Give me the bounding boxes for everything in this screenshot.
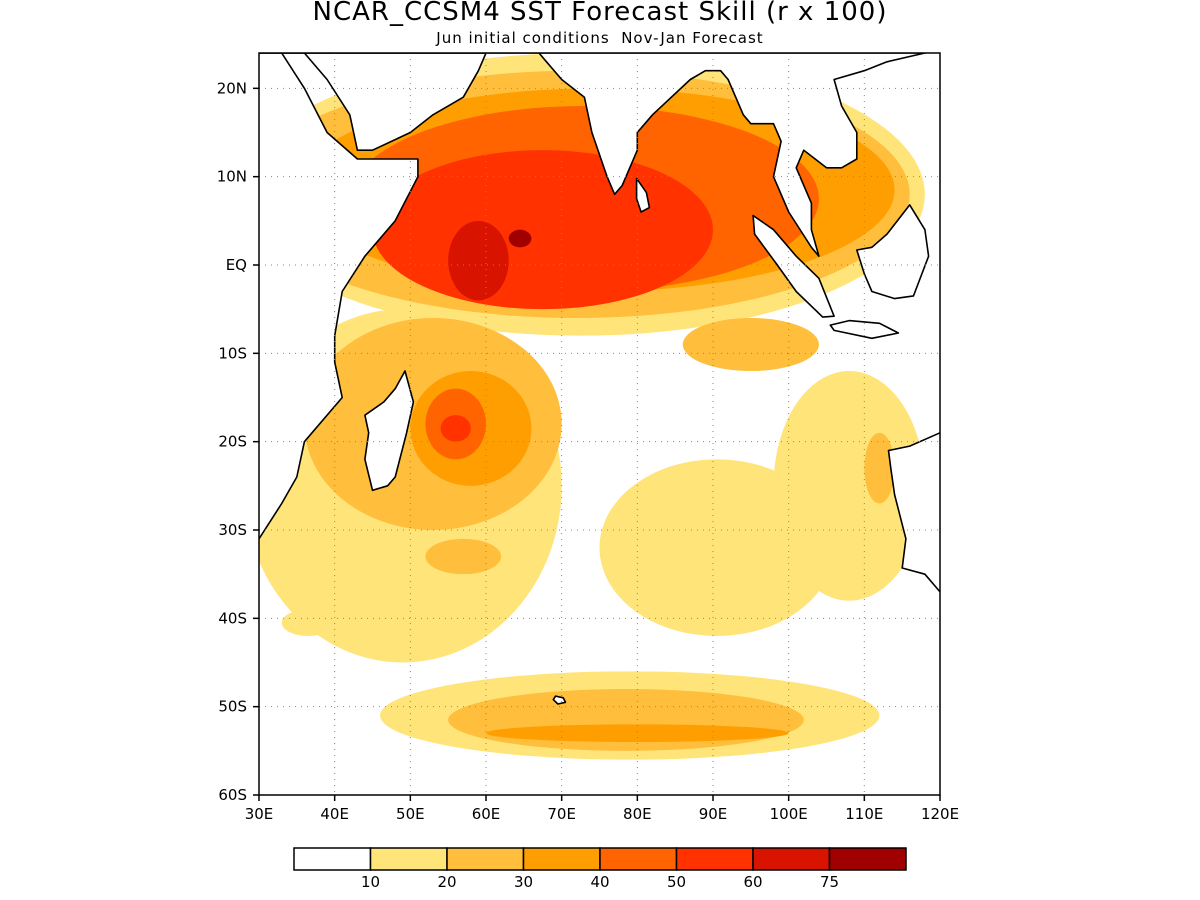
colorbar-label: 40 (590, 873, 609, 891)
colorbar-label: 50 (667, 873, 686, 891)
colorbar-swatch (522, 847, 601, 871)
colorbar-swatch (828, 847, 907, 871)
y-tick-label: 20S (218, 433, 247, 451)
coastlines (259, 53, 940, 705)
skill-region-20 (372, 150, 713, 310)
colorbar-label: 10 (361, 873, 380, 891)
land-sri-lanka (635, 177, 651, 213)
y-tick-label: 10N (217, 168, 247, 186)
y-tick-label: 60S (218, 786, 247, 804)
colorbar-label: 75 (820, 873, 839, 891)
skill-region-23 (508, 229, 532, 248)
chart-title: NCAR_CCSM4 SST Forecast Skill (r x 100) (312, 0, 888, 27)
skill-region-7 (281, 609, 335, 636)
colorbar-swatch (293, 847, 372, 871)
x-tick-label: 70E (547, 805, 576, 823)
colorbar-label: 60 (743, 873, 762, 891)
land-borneo (855, 204, 930, 300)
land-kerguelen (552, 695, 567, 705)
x-tick-label: 110E (845, 805, 883, 823)
colorbar-swatch (599, 847, 678, 871)
skill-region-22 (448, 220, 509, 301)
x-tick-label: 80E (623, 805, 652, 823)
gridlines (259, 53, 940, 795)
land-africa (259, 53, 419, 540)
x-tick-label: 40E (320, 805, 349, 823)
colorbar-label: 30 (514, 873, 533, 891)
colorbar-swatch (675, 847, 754, 871)
y-tick-label: 50S (218, 698, 247, 716)
y-tick-label: 20N (217, 79, 247, 97)
land-sumatra (752, 214, 835, 318)
x-tick-label: 30E (245, 805, 274, 823)
x-tick-label: 120E (921, 805, 959, 823)
chart-subtitle: Jun initial conditions Nov-Jan Forecast (436, 29, 764, 47)
land-madagascar (364, 370, 415, 492)
colorbar-swatch (369, 847, 448, 871)
skill-region-5 (599, 459, 835, 636)
land-india (259, 53, 926, 258)
y-tick-label: 30S (218, 521, 247, 539)
colorbar: 10 20 30 40 50 60 75 (293, 847, 907, 891)
skill-region-13 (864, 432, 895, 504)
skill-region-17 (486, 724, 789, 743)
colorbar-swatch (752, 847, 831, 871)
colorbar-swatch (446, 847, 525, 871)
x-tick-label: 100E (770, 805, 808, 823)
skill-region-11 (425, 538, 502, 575)
skill-region-8 (319, 530, 388, 566)
colorbar-label: 20 (437, 873, 456, 891)
y-tick-label: 40S (218, 609, 247, 627)
land-arabia (280, 53, 487, 151)
x-axis: 30E 40E 50E 60E 70E 80E 90E 100E 110E 120E (245, 795, 959, 823)
land-australia (887, 431, 940, 594)
skill-region-12 (682, 318, 819, 371)
plot-frame (258, 52, 941, 796)
y-axis: 20N 10N EQ 10S 20S 30S 40S 50S 60S (217, 79, 259, 804)
y-tick-label: 10S (218, 344, 247, 362)
x-tick-label: 90E (699, 805, 728, 823)
x-tick-label: 50E (396, 805, 425, 823)
y-tick-label: EQ (226, 256, 247, 274)
skill-region-21 (440, 415, 471, 442)
x-tick-label: 60E (472, 805, 501, 823)
